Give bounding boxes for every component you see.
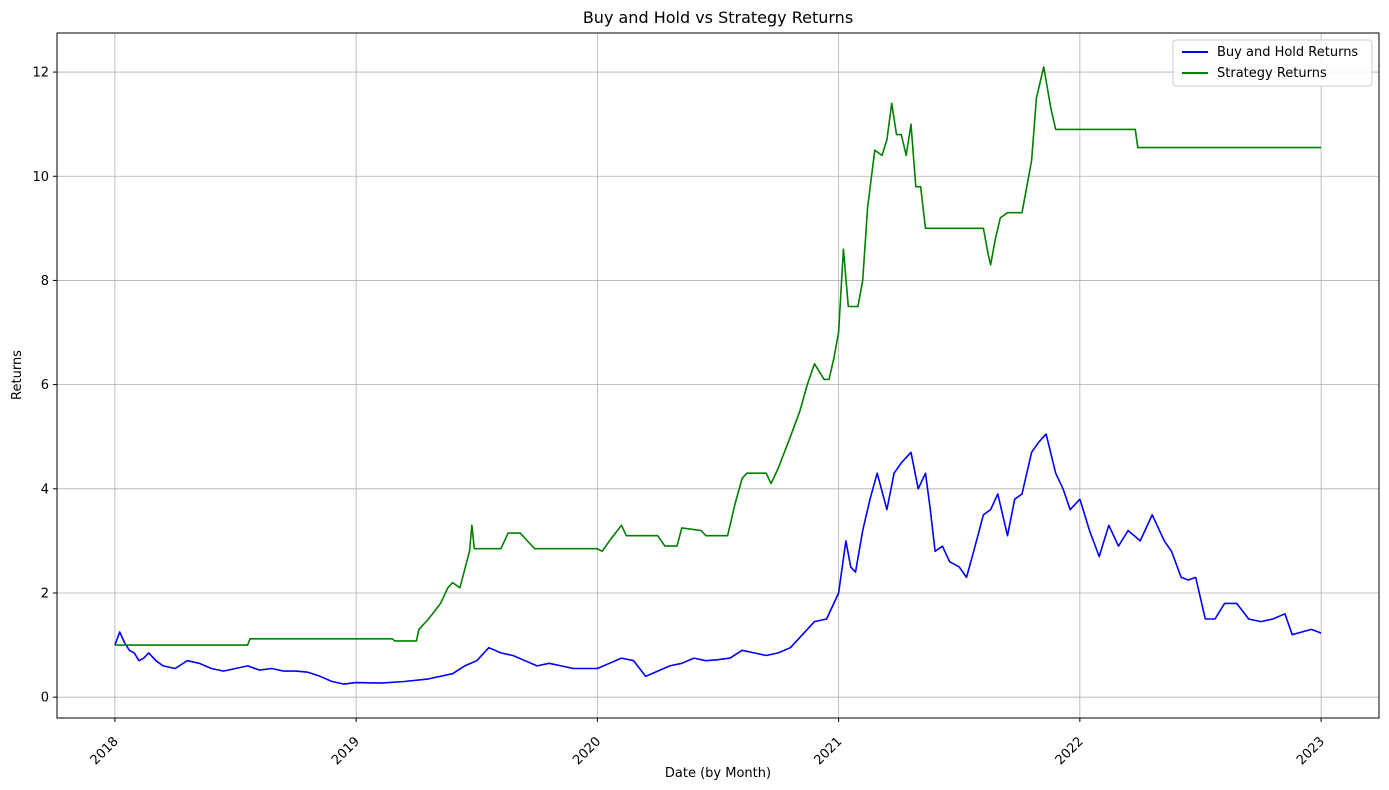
y-tick-label: 10 <box>32 170 49 185</box>
series-line-buy-and-hold <box>114 433 1322 685</box>
x-tick-label: 2019 <box>329 734 363 768</box>
y-axis-label: Returns <box>10 350 25 400</box>
grid-layer <box>57 33 1379 718</box>
plot-frame <box>56 32 1380 719</box>
y-tick-label: 0 <box>41 691 49 706</box>
y-tick-label: 2 <box>41 586 49 601</box>
legend-label-strategy: Strategy Returns <box>1217 66 1327 81</box>
legend: Buy and Hold Returns Strategy Returns <box>1172 39 1373 87</box>
x-tick-label: 2020 <box>570 734 604 768</box>
legend-label-buy-and-hold: Buy and Hold Returns <box>1217 45 1358 60</box>
y-tick-label: 6 <box>41 378 49 393</box>
series-line-strategy <box>114 66 1322 646</box>
y-tick-label: 12 <box>32 66 49 81</box>
y-tick-label: 4 <box>41 482 49 497</box>
x-tick-label: 2018 <box>88 734 122 768</box>
x-axis-label: Date (by Month) <box>665 766 771 781</box>
legend-box <box>1172 39 1373 87</box>
series-layer <box>114 66 1322 685</box>
x-tick-label: 2021 <box>811 734 845 768</box>
x-tick-label: 2023 <box>1294 734 1328 768</box>
chart-title: Buy and Hold vs Strategy Returns <box>583 8 853 27</box>
y-tick-label: 8 <box>41 274 49 289</box>
x-tick-label: 2022 <box>1053 734 1087 768</box>
